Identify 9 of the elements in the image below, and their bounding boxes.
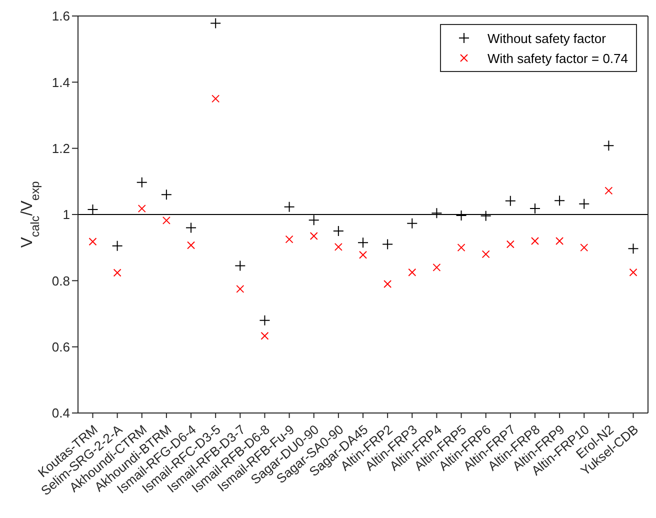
y-tick-label: 1.6 xyxy=(52,8,70,24)
y-tick-label: 1.4 xyxy=(52,74,70,90)
y-tick-label: 0.4 xyxy=(52,406,70,421)
y-tick-label: 0.8 xyxy=(52,273,70,288)
y-tick-label: 0.6 xyxy=(52,339,70,354)
legend-label: Without safety factor xyxy=(487,30,606,46)
y-tick-label: 1 xyxy=(62,207,70,222)
y-tick-label: 1.2 xyxy=(52,140,70,156)
legend-label: With safety factor = 0.74 xyxy=(487,50,628,66)
